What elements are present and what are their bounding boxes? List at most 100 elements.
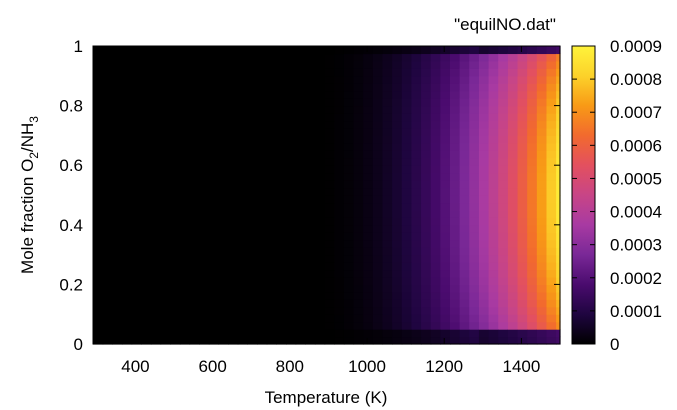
heatmap-cell <box>208 172 220 181</box>
heatmap-cell <box>141 142 152 151</box>
heatmap-cell <box>121 314 133 323</box>
heatmap-cell <box>218 60 229 69</box>
heatmap-cell <box>430 217 441 226</box>
heatmap-cell <box>334 247 345 256</box>
heatmap-cell <box>517 53 528 62</box>
heatmap-cell <box>421 53 432 62</box>
heatmap-cell <box>546 195 557 204</box>
heatmap-cell <box>131 187 142 196</box>
heatmap-cell <box>102 336 113 345</box>
heatmap-cell <box>131 98 142 107</box>
heatmap-cell <box>546 135 557 144</box>
heatmap-cell <box>247 142 258 151</box>
heatmap-cell <box>131 105 142 114</box>
heatmap-cell <box>440 195 451 204</box>
heatmap-cell <box>507 239 519 248</box>
heatmap-cell <box>363 202 374 211</box>
heatmap-cell <box>266 299 277 308</box>
heatmap-cell <box>93 336 104 345</box>
heatmap-cell <box>392 53 403 62</box>
heatmap-cell <box>295 83 306 92</box>
y-tick-label: 0.6 <box>59 156 83 175</box>
heatmap-cell <box>421 75 432 84</box>
heatmap-cell <box>276 98 287 107</box>
heatmap-cell <box>218 105 229 114</box>
heatmap-cell <box>411 262 422 271</box>
heatmap-cell <box>440 284 451 293</box>
heatmap-cell <box>93 232 104 241</box>
heatmap-cell <box>93 224 104 233</box>
heatmap-cell <box>469 314 480 323</box>
heatmap-cell <box>228 299 239 308</box>
heatmap-cell <box>199 90 210 99</box>
heatmap-cell <box>93 172 104 181</box>
heatmap-cell <box>469 68 480 77</box>
heatmap-cell <box>189 113 200 122</box>
heatmap-cell <box>276 53 287 62</box>
heatmap-cell <box>295 46 306 55</box>
heatmap-cell <box>141 247 152 256</box>
heatmap-cell <box>478 90 490 99</box>
heatmap-cell <box>285 329 297 338</box>
heatmap-cell <box>285 46 297 55</box>
heatmap-cell <box>314 90 326 99</box>
heatmap-cell <box>102 113 113 122</box>
heatmap-cell <box>421 113 432 122</box>
heatmap-cell <box>314 217 326 226</box>
heatmap-cell <box>440 120 451 129</box>
heatmap-cell <box>179 209 191 218</box>
heatmap-cell <box>334 135 345 144</box>
heatmap-cell <box>382 224 393 233</box>
heatmap-cell <box>170 232 181 241</box>
heatmap-cell <box>469 232 480 241</box>
heatmap-cell <box>305 113 316 122</box>
heatmap-cell <box>93 321 104 330</box>
heatmap-cell <box>498 142 509 151</box>
heatmap-cell <box>382 217 393 226</box>
heatmap-cell <box>247 60 258 69</box>
heatmap-cell <box>450 180 461 189</box>
heatmap-cell <box>421 180 432 189</box>
heatmap-cell <box>498 254 509 263</box>
heatmap-cell <box>257 120 268 129</box>
heatmap-cell <box>421 284 432 293</box>
heatmap-cell <box>199 336 210 345</box>
heatmap-cell <box>257 75 268 84</box>
heatmap-cell <box>305 127 316 136</box>
heatmap-cell <box>546 187 557 196</box>
heatmap-cell <box>305 135 316 144</box>
heatmap-cell <box>208 150 220 159</box>
heatmap-cell <box>141 209 152 218</box>
heatmap-cell <box>517 224 528 233</box>
heatmap-cell <box>314 336 326 345</box>
heatmap-cell <box>131 291 142 300</box>
heatmap-cell <box>450 262 461 271</box>
heatmap-cell <box>112 209 123 218</box>
heatmap-cell <box>401 202 413 211</box>
heatmap-cell <box>257 105 268 114</box>
heatmap-cell <box>430 150 441 159</box>
heatmap-cell <box>382 90 393 99</box>
heatmap-cell <box>353 209 364 218</box>
heatmap-cell <box>276 276 287 285</box>
heatmap-cell <box>141 120 152 129</box>
heatmap-cell <box>536 262 548 271</box>
heatmap-cell <box>324 46 335 55</box>
heatmap-cell <box>266 150 277 159</box>
heatmap-cell <box>170 83 181 92</box>
heatmap-cell <box>247 75 258 84</box>
heatmap-cell <box>527 314 538 323</box>
heatmap-cell <box>556 75 561 84</box>
heatmap-cell <box>382 321 393 330</box>
heatmap-cell <box>421 306 432 315</box>
heatmap-cell <box>150 202 162 211</box>
heatmap-cell <box>498 239 509 248</box>
heatmap-cell <box>160 284 171 293</box>
heatmap-cell <box>189 224 200 233</box>
heatmap-cell <box>411 113 422 122</box>
heatmap-cell <box>536 247 548 256</box>
heatmap-cell <box>266 276 277 285</box>
heatmap-cell <box>189 209 200 218</box>
heatmap-cell <box>228 75 239 84</box>
heatmap-cell <box>102 209 113 218</box>
